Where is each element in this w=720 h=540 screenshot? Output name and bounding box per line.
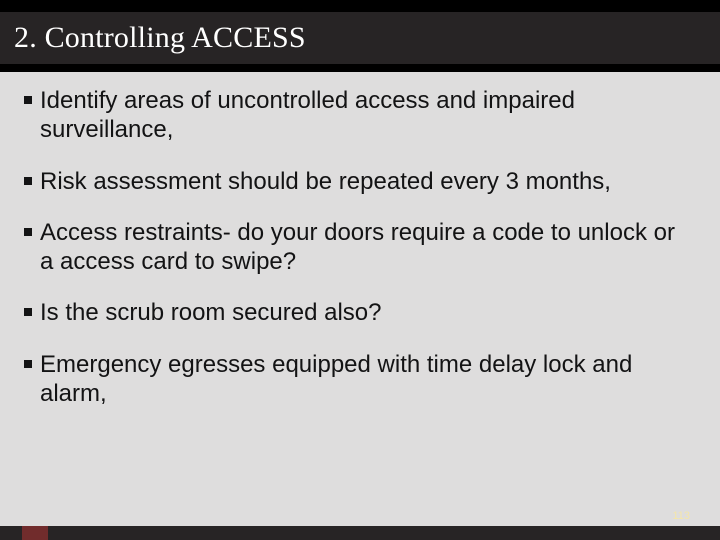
bullet-text: Identify areas of uncontrolled access an… xyxy=(40,86,686,145)
bullet-marker-icon xyxy=(24,360,32,368)
slide-body: Identify areas of uncontrolled access an… xyxy=(0,72,720,526)
bullet-text: Emergency egresses equipped with time de… xyxy=(40,350,686,409)
bullet-marker-icon xyxy=(24,96,32,104)
footer-bar xyxy=(0,526,720,540)
page-number: 113 xyxy=(672,510,690,522)
bullet-text: Is the scrub room secured also? xyxy=(40,298,686,327)
slide: 2. Controlling ACCESS Identify areas of … xyxy=(0,0,720,540)
bullet-text: Risk assessment should be repeated every… xyxy=(40,167,686,196)
bullet-item: Access restraints- do your doors require… xyxy=(24,218,686,277)
footer-accent xyxy=(22,526,48,540)
bullet-item: Is the scrub room secured also? xyxy=(24,298,686,327)
bullet-item: Risk assessment should be repeated every… xyxy=(24,167,686,196)
slide-title: 2. Controlling ACCESS xyxy=(14,21,306,55)
title-bar: 2. Controlling ACCESS xyxy=(0,12,720,64)
bullet-item: Emergency egresses equipped with time de… xyxy=(24,350,686,409)
bullet-marker-icon xyxy=(24,228,32,236)
bullet-marker-icon xyxy=(24,308,32,316)
bullet-marker-icon xyxy=(24,177,32,185)
bullet-text: Access restraints- do your doors require… xyxy=(40,218,686,277)
bullet-item: Identify areas of uncontrolled access an… xyxy=(24,86,686,145)
